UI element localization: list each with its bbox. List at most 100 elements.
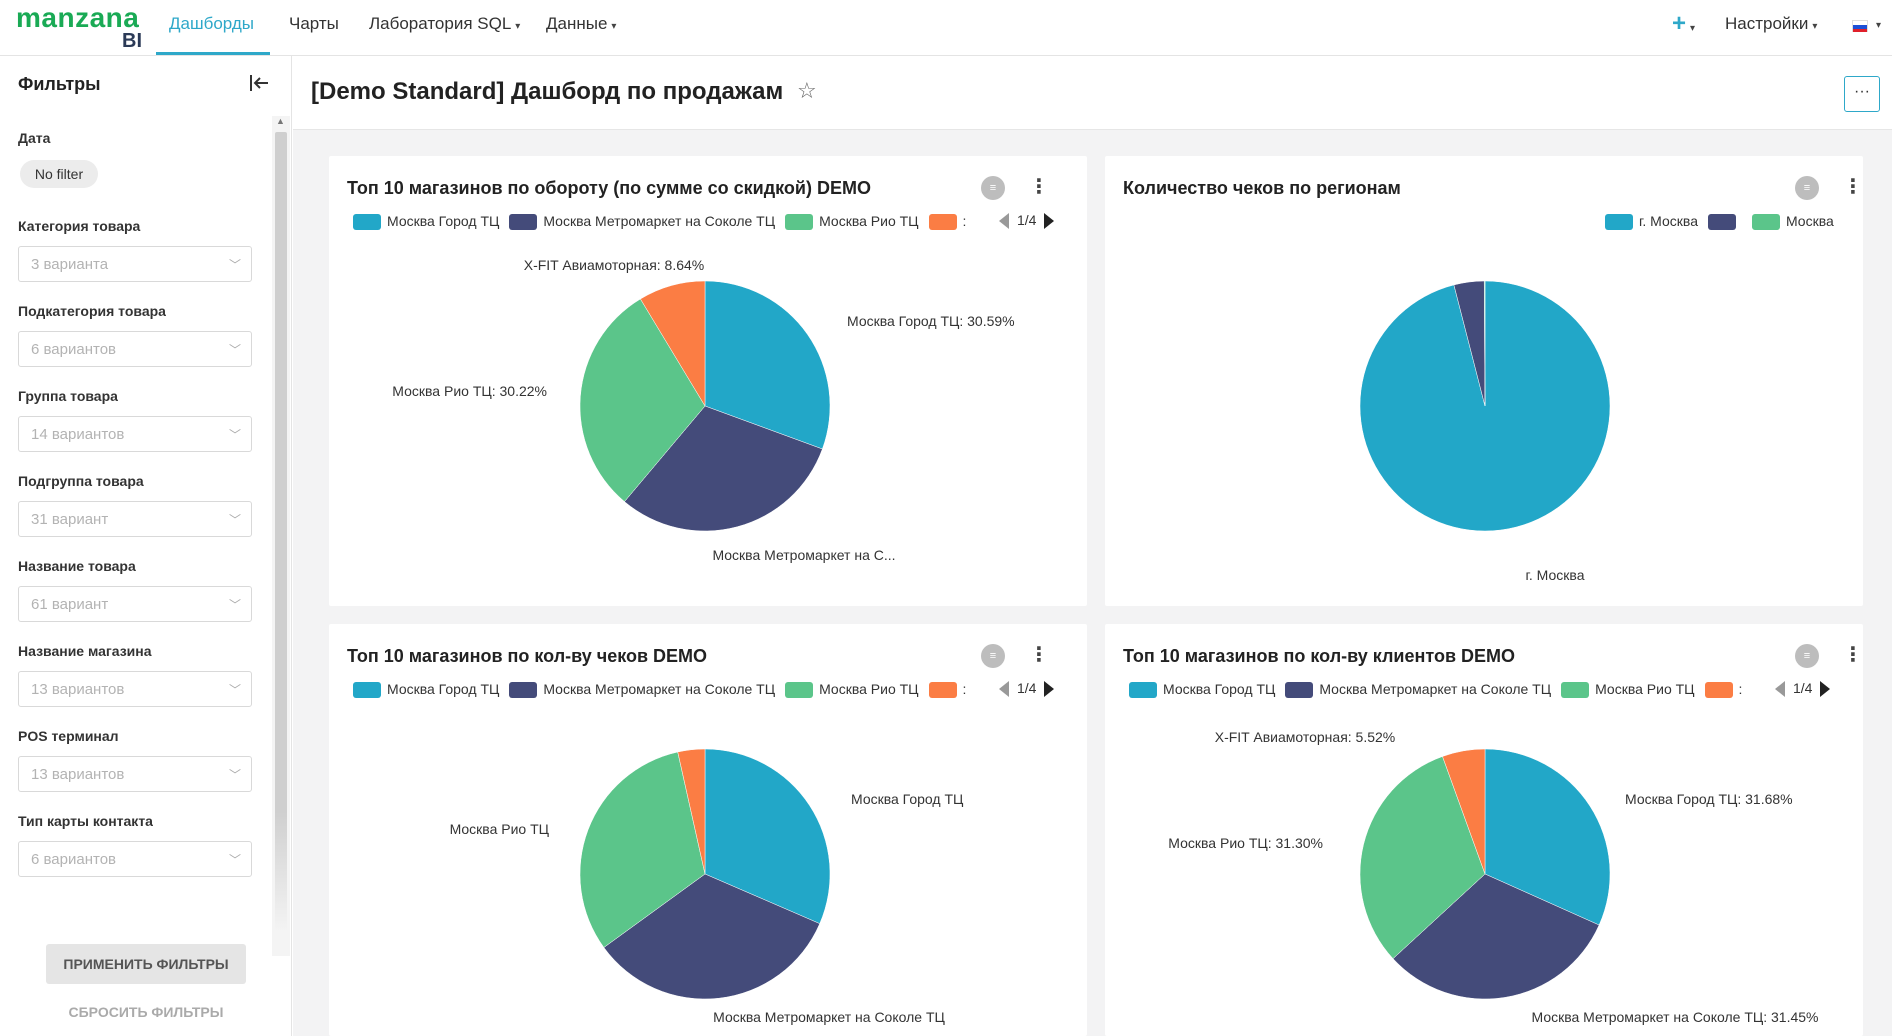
legend-item[interactable]: г. Москва bbox=[1605, 213, 1698, 230]
chart-card-revenue: Топ 10 магазинов по обороту (по сумме со… bbox=[329, 156, 1087, 606]
chart-title: Топ 10 магазинов по кол-ву чеков DEMO bbox=[347, 646, 708, 666]
chevron-down-icon: ▾ bbox=[1690, 23, 1696, 34]
logo-sub-text: BI bbox=[122, 30, 142, 52]
pie-slice[interactable] bbox=[1359, 756, 1486, 959]
filter-select-group[interactable]: 14 вариантов ﹀ bbox=[18, 416, 252, 452]
legend-item[interactable]: : bbox=[928, 680, 967, 698]
filter-select-pos[interactable]: 13 вариантов ﹀ bbox=[18, 756, 252, 792]
pie-slice[interactable] bbox=[640, 280, 706, 407]
legend-prev-icon[interactable] bbox=[999, 213, 1009, 230]
legend-next-icon[interactable] bbox=[1044, 213, 1055, 230]
date-filter-chip[interactable]: No filter bbox=[20, 160, 98, 188]
select-placeholder: 61 вариант bbox=[31, 596, 109, 613]
select-placeholder: 6 вариантов bbox=[31, 851, 117, 868]
slice-label: Москва Метромаркет на С... bbox=[712, 547, 895, 563]
legend-item[interactable]: Москва Метромаркет на Соколе ТЦ bbox=[509, 681, 775, 698]
dashboard-header: [Demo Standard] Дашборд по продажам ☆ ··… bbox=[293, 56, 1892, 130]
legend-swatch bbox=[509, 681, 538, 698]
nav-settings[interactable]: Настройки ▾ bbox=[1725, 14, 1817, 34]
pie-slice[interactable] bbox=[1483, 280, 1486, 407]
pie-slice[interactable] bbox=[624, 405, 823, 532]
sidebar-title: Фильтры bbox=[18, 74, 101, 94]
legend-label: Москва bbox=[1785, 212, 1834, 229]
pie-chart: Москва Город ТЦ: 30.59% Москва Метромарке… bbox=[392, 257, 1014, 563]
pie-slice[interactable] bbox=[579, 298, 706, 502]
legend-swatch bbox=[928, 681, 957, 698]
legend-item[interactable]: Москва Метромаркет на Соколе ТЦ bbox=[1285, 681, 1551, 698]
pie-chart: Москва Город ТЦ: 31.68% Москва Метромарке… bbox=[1168, 729, 1818, 1025]
filter-select-subcategory[interactable]: 6 вариантов ﹀ bbox=[18, 331, 252, 367]
kebab-menu-icon[interactable]: ⋮ bbox=[1029, 644, 1049, 666]
filter-select-product[interactable]: 61 вариант ﹀ bbox=[18, 586, 252, 622]
legend-item[interactable] bbox=[1707, 213, 1742, 230]
legend-item[interactable]: : bbox=[928, 213, 966, 230]
pie-slice[interactable] bbox=[1392, 873, 1600, 1000]
sidebar-scrollbar[interactable]: ▲ bbox=[272, 116, 290, 956]
legend-item[interactable]: Москва Город ТЦ bbox=[353, 681, 499, 698]
scroll-up-icon[interactable]: ▲ bbox=[276, 116, 285, 126]
legend-swatch bbox=[509, 213, 538, 230]
legend-swatch bbox=[785, 681, 814, 698]
nav-charts[interactable]: Чарты bbox=[289, 14, 339, 34]
logo[interactable]: manzana BI bbox=[16, 2, 146, 54]
collapse-sidebar-icon[interactable] bbox=[248, 72, 270, 94]
legend-label: : bbox=[962, 680, 967, 697]
legend-item[interactable]: Москва Город ТЦ bbox=[353, 213, 499, 230]
legend-prev-icon[interactable] bbox=[999, 681, 1009, 698]
pie-slice[interactable] bbox=[1442, 748, 1486, 875]
nav-dashboards[interactable]: Дашборды bbox=[169, 14, 254, 34]
slice-label: X-FIT Авиамоторная: 8.64% bbox=[524, 257, 705, 273]
filter-select-store[interactable]: 13 вариантов ﹀ bbox=[18, 671, 252, 707]
filter-select-category[interactable]: 3 варианта ﹀ bbox=[18, 246, 252, 282]
nav-dashboards-label: Дашборды bbox=[169, 14, 254, 33]
chart-card-clients: Топ 10 магазинов по кол-ву клиентов DEMO… bbox=[1105, 624, 1863, 1036]
nav-sql-lab[interactable]: Лаборатория SQL ▾ bbox=[369, 14, 520, 34]
pie-slice[interactable] bbox=[704, 280, 831, 450]
legend-item[interactable]: Москва Рио ТЦ bbox=[785, 213, 919, 230]
legend-label: : bbox=[1738, 680, 1743, 697]
chevron-down-icon: ▾ bbox=[515, 21, 521, 32]
legend-swatch bbox=[785, 213, 814, 230]
legend-swatch bbox=[1707, 213, 1736, 230]
kebab-menu-icon[interactable]: ⋮ bbox=[1843, 176, 1863, 198]
filter-select-subgroup[interactable]: 31 вариант ﹀ bbox=[18, 501, 252, 537]
legend-item[interactable]: : bbox=[1704, 680, 1743, 698]
filter-label: Название товара bbox=[18, 558, 136, 574]
legend-next-icon[interactable] bbox=[1044, 681, 1055, 698]
kebab-menu-icon[interactable]: ⋮ bbox=[1843, 644, 1863, 666]
pie-slice[interactable] bbox=[1484, 748, 1611, 926]
pie-slice[interactable] bbox=[677, 748, 706, 875]
legend-prev-icon[interactable] bbox=[1775, 681, 1785, 698]
pie-slice[interactable] bbox=[579, 751, 706, 948]
filter-icon[interactable]: ≡ bbox=[1795, 176, 1819, 200]
scrollbar-thumb[interactable] bbox=[275, 132, 287, 932]
kebab-menu-icon[interactable]: ⋮ bbox=[1029, 176, 1049, 198]
legend-item[interactable]: Москва Рио ТЦ bbox=[785, 681, 919, 698]
legend-item[interactable]: Москва bbox=[1751, 212, 1834, 230]
language-flag-icon[interactable] bbox=[1852, 20, 1868, 32]
select-placeholder: 6 вариантов bbox=[31, 341, 117, 358]
slice-label: Москва Рио ТЦ bbox=[450, 821, 550, 837]
star-icon[interactable]: ☆ bbox=[797, 78, 817, 103]
filter-icon[interactable]: ≡ bbox=[981, 644, 1005, 668]
apply-filters-button[interactable]: ПРИМЕНИТЬ ФИЛЬТРЫ bbox=[46, 944, 246, 984]
reset-filters-button[interactable]: СБРОСИТЬ ФИЛЬТРЫ bbox=[46, 998, 246, 1026]
legend-page: 1/4 bbox=[1017, 680, 1037, 696]
more-actions-button[interactable]: ··· bbox=[1844, 76, 1880, 112]
add-new-button[interactable]: + ▾ bbox=[1672, 10, 1695, 38]
legend-item[interactable]: Москва Метромаркет на Соколе ТЦ bbox=[509, 213, 775, 230]
nav-data[interactable]: Данные ▾ bbox=[546, 14, 616, 34]
slice-label: Москва Рио ТЦ: 30.22% bbox=[392, 383, 547, 399]
filter-icon[interactable]: ≡ bbox=[981, 176, 1005, 200]
legend-item[interactable]: Москва Город ТЦ bbox=[1129, 681, 1275, 698]
pie-slice[interactable] bbox=[603, 873, 821, 1000]
legend-label: Москва Город ТЦ bbox=[387, 680, 500, 697]
filter-icon[interactable]: ≡ bbox=[1795, 644, 1819, 668]
chevron-down-icon: ▾ bbox=[1812, 21, 1818, 32]
legend-next-icon[interactable] bbox=[1820, 681, 1831, 698]
legend-item[interactable]: Москва Рио ТЦ bbox=[1561, 681, 1695, 698]
nav-settings-label: Настройки bbox=[1725, 14, 1809, 33]
pie-slice[interactable] bbox=[704, 748, 831, 924]
chevron-down-icon: ﹀ bbox=[228, 258, 241, 272]
filter-select-card-type[interactable]: 6 вариантов ﹀ bbox=[18, 841, 252, 877]
